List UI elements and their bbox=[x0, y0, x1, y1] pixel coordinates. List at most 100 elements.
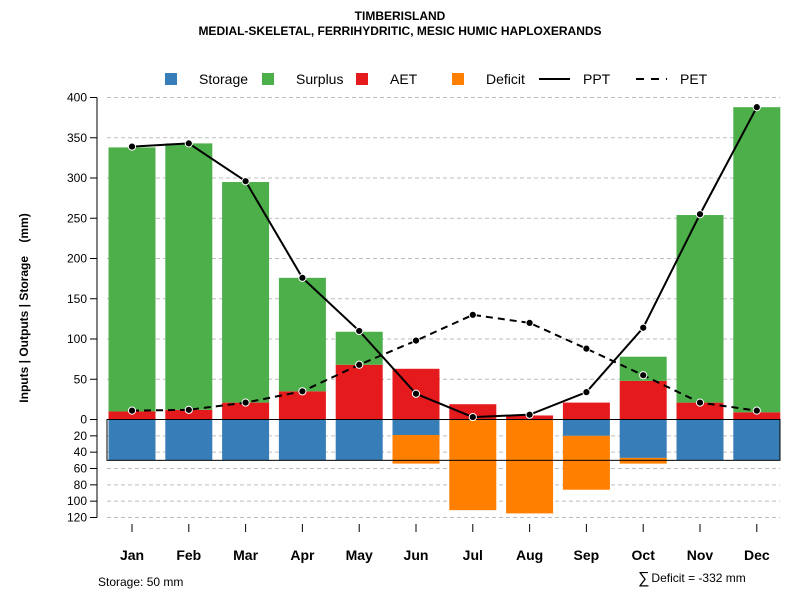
x-tick-label: Sep bbox=[574, 547, 600, 563]
pet-point bbox=[241, 398, 250, 407]
ppt-line bbox=[131, 106, 758, 419]
surplus-bar bbox=[108, 147, 156, 412]
x-tick-label: Jul bbox=[463, 547, 483, 563]
pet-point bbox=[525, 318, 534, 327]
ppt-point bbox=[184, 139, 193, 148]
surplus-bar bbox=[278, 277, 326, 392]
x-tick-label: Mar bbox=[233, 547, 258, 563]
ppt-point bbox=[525, 410, 534, 419]
legend-swatch-aet bbox=[356, 73, 368, 85]
deficit-bar bbox=[506, 419, 554, 514]
series-lines bbox=[127, 103, 761, 422]
pet-point bbox=[298, 387, 307, 396]
storage-bar bbox=[278, 419, 326, 461]
ppt-point bbox=[127, 142, 137, 151]
legend-label-aet: AET bbox=[390, 71, 418, 87]
legend-swatch-surplus bbox=[262, 73, 274, 85]
y-tick-label: 200 bbox=[67, 252, 87, 266]
y-tick-label: 350 bbox=[67, 131, 87, 145]
y-tick-label: 300 bbox=[67, 171, 87, 185]
y-tick-label: 100 bbox=[67, 494, 87, 508]
ppt-point bbox=[241, 177, 250, 186]
x-tick-label: Jan bbox=[120, 547, 144, 563]
pet-point bbox=[411, 336, 421, 345]
legend-label-storage: Storage bbox=[199, 71, 248, 87]
storage-bar bbox=[222, 419, 270, 461]
ppt-point bbox=[582, 388, 591, 397]
pet-line bbox=[131, 313, 757, 412]
storage-bar bbox=[676, 419, 724, 461]
pet-point bbox=[639, 371, 648, 380]
storage-bar bbox=[619, 419, 667, 458]
storage-bar bbox=[108, 419, 156, 461]
y-tick-label: 250 bbox=[67, 211, 87, 225]
aet-bar bbox=[562, 402, 610, 420]
aet-bar bbox=[733, 412, 781, 420]
y-tick-label: 100 bbox=[67, 332, 87, 346]
ppt-point bbox=[468, 412, 477, 422]
surplus-bar bbox=[733, 107, 781, 413]
sum-symbol: ∑ bbox=[638, 570, 650, 587]
x-tick-label: Feb bbox=[176, 547, 201, 563]
ppt-point bbox=[695, 210, 705, 219]
x-tick-label: Nov bbox=[687, 547, 714, 563]
pet-point bbox=[695, 398, 705, 407]
y-tick-label: 50 bbox=[74, 372, 88, 386]
storage-bar bbox=[392, 419, 440, 436]
legend: Storage Surplus AET Deficit PPT PET bbox=[165, 71, 708, 87]
legend-swatch-deficit bbox=[452, 73, 464, 85]
ppt-point bbox=[355, 326, 364, 336]
y-tick-label: 40 bbox=[74, 445, 88, 459]
total-deficit-value: Deficit = -332 mm bbox=[651, 571, 746, 585]
storage-capacity-note: Storage: 50 mm bbox=[98, 575, 184, 589]
aet-bar bbox=[676, 402, 724, 420]
y-tick-label: 80 bbox=[74, 478, 88, 492]
legend-label-surplus: Surplus bbox=[296, 71, 343, 87]
x-tick-label: Oct bbox=[632, 547, 656, 563]
aet-bar bbox=[619, 380, 667, 420]
legend-swatch-storage bbox=[165, 73, 177, 85]
bar-marks bbox=[106, 107, 781, 514]
total-deficit-note: ∑ Deficit = -332 mm bbox=[638, 570, 746, 588]
storage-bar bbox=[335, 419, 383, 461]
ppt-point bbox=[411, 389, 421, 398]
storage-bar bbox=[165, 419, 213, 461]
storage-bar bbox=[733, 419, 781, 461]
y-tick-label: 120 bbox=[67, 511, 87, 525]
aet-bar bbox=[278, 391, 326, 420]
pet-point bbox=[582, 344, 591, 353]
ppt-point bbox=[639, 323, 648, 332]
legend-label-deficit: Deficit bbox=[486, 71, 525, 87]
x-tick-label: Apr bbox=[290, 547, 315, 563]
deficit-bar bbox=[562, 435, 610, 490]
axes: 0 50 100 150 200 250 300 350 400 20 40 60 80 100 120 In… bbox=[17, 91, 770, 564]
pet-point bbox=[355, 360, 364, 369]
storage-capacity-box bbox=[106, 419, 781, 461]
y-tick-label: 150 bbox=[67, 292, 87, 306]
ppt-point bbox=[752, 103, 761, 112]
x-tick-label: Aug bbox=[516, 547, 543, 563]
deficit-bar bbox=[392, 435, 440, 464]
y-tick-label: 400 bbox=[67, 91, 87, 105]
x-tick-label: Jun bbox=[404, 547, 429, 563]
y-tick-label: 60 bbox=[74, 462, 88, 476]
storage-bar bbox=[562, 419, 610, 436]
y-tick-label: 20 bbox=[74, 429, 88, 443]
ppt-point bbox=[298, 273, 307, 282]
legend-label-ppt: PPT bbox=[583, 71, 611, 87]
surplus-bar bbox=[222, 182, 270, 403]
surplus-bar bbox=[165, 143, 213, 410]
chart-subtitle: MEDIAL-SKELETAL, FERRIHYDRITIC, MESIC HU… bbox=[198, 24, 602, 38]
chart-title: TIMBERISLAND bbox=[354, 9, 446, 23]
pet-point bbox=[184, 405, 193, 414]
y-tick-label: 0 bbox=[80, 413, 87, 427]
surplus-bar bbox=[676, 215, 724, 403]
x-tick-label: Dec bbox=[744, 547, 770, 563]
y-axis-label: Inputs | Outputs | Storage (mm) bbox=[17, 213, 31, 402]
legend-label-pet: PET bbox=[680, 71, 708, 87]
pet-point bbox=[127, 406, 137, 415]
deficit-bar bbox=[449, 419, 497, 511]
pet-point bbox=[468, 310, 477, 319]
aet-bar bbox=[108, 411, 156, 420]
